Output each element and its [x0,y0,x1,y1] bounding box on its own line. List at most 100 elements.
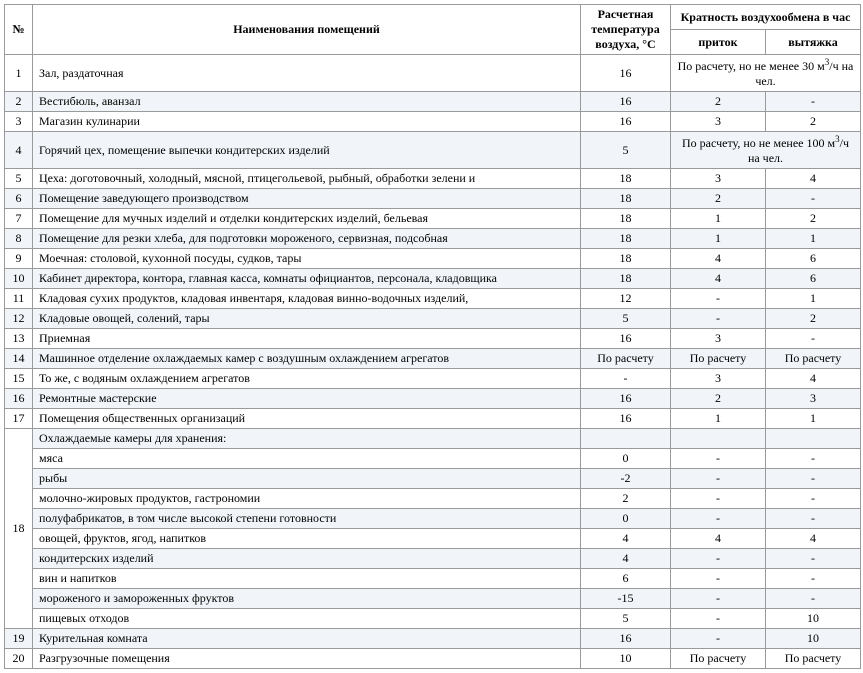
inflow: По расчету [671,349,766,369]
room-name: Разгрузочные помещения [33,649,581,669]
row-number: 17 [5,409,33,429]
inflow: 1 [671,209,766,229]
outflow: 1 [766,229,861,249]
table-row: 6Помещение заведующего производством182- [5,189,861,209]
inflow: - [671,629,766,649]
temperature: 18 [581,169,671,189]
row-number: 11 [5,289,33,309]
table-row: 15То же, с водяным охлаждением агрегатов… [5,369,861,389]
inflow: 1 [671,409,766,429]
room-name: рыбы [33,469,581,489]
room-name: полуфабрикатов, в том числе высокой степ… [33,509,581,529]
room-name: Курительная комната [33,629,581,649]
row-number: 10 [5,269,33,289]
room-name: Машинное отделение охлаждаемых камер с в… [33,349,581,369]
inflow: 2 [671,92,766,112]
temperature: 10 [581,649,671,669]
table-row: вин и напитков6-- [5,569,861,589]
outflow: 6 [766,269,861,289]
header-name: Наименования помещений [33,5,581,55]
room-name: Цеха: доготовочный, холодный, мясной, пт… [33,169,581,189]
inflow: 4 [671,269,766,289]
temperature: 4 [581,549,671,569]
row-number: 8 [5,229,33,249]
inflow [671,429,766,449]
outflow: - [766,92,861,112]
outflow: 1 [766,409,861,429]
outflow: - [766,189,861,209]
temperature: 12 [581,289,671,309]
inflow: 4 [671,529,766,549]
row-number: 1 [5,55,33,92]
table-row: 20Разгрузочные помещения10По расчетуПо р… [5,649,861,669]
temperature: 18 [581,229,671,249]
inflow: 3 [671,112,766,132]
row-number: 19 [5,629,33,649]
room-name: Ремонтные мастерские [33,389,581,409]
temperature: 5 [581,609,671,629]
table-row: 4Горячий цех, помещение выпечки кондитер… [5,132,861,169]
inflow: - [671,449,766,469]
table-row: молочно-жировых продуктов, гастрономии2-… [5,489,861,509]
room-name: Кладовые овощей, солений, тары [33,309,581,329]
inflow: 3 [671,169,766,189]
outflow: 4 [766,169,861,189]
row-number: 7 [5,209,33,229]
temperature: -2 [581,469,671,489]
room-name: Кабинет директора, контора, главная касс… [33,269,581,289]
inflow: - [671,569,766,589]
inflow: - [671,309,766,329]
room-name: Приемная [33,329,581,349]
room-name: мяса [33,449,581,469]
temperature: По расчету [581,349,671,369]
temperature: 16 [581,629,671,649]
temperature: 16 [581,112,671,132]
table-header: № Наименования помещений Расчетная темпе… [5,5,861,55]
temperature: -15 [581,589,671,609]
inflow: 2 [671,189,766,209]
temperature: 18 [581,189,671,209]
table-row: 12Кладовые овощей, солений, тары5-2 [5,309,861,329]
room-name: овощей, фруктов, ягод, напитков [33,529,581,549]
outflow: 2 [766,309,861,329]
room-name: Вестибюль, аванзал [33,92,581,112]
temperature: 16 [581,329,671,349]
table-row: рыбы-2-- [5,469,861,489]
temperature: 16 [581,55,671,92]
table-row: полуфабрикатов, в том числе высокой степ… [5,509,861,529]
header-inflow: приток [671,30,766,55]
outflow: - [766,509,861,529]
room-name: Магазин кулинарии [33,112,581,132]
outflow: 10 [766,629,861,649]
table-row: 5Цеха: доготовочный, холодный, мясной, п… [5,169,861,189]
room-name: кондитерских изделий [33,549,581,569]
table-row: 10Кабинет директора, контора, главная ка… [5,269,861,289]
table-row: 13Приемная163- [5,329,861,349]
room-name: Охлаждаемые камеры для хранения: [33,429,581,449]
row-number: 2 [5,92,33,112]
table-row: 7Помещение для мучных изделий и отделки … [5,209,861,229]
ventilation-table: № Наименования помещений Расчетная темпе… [4,4,861,669]
outflow: 2 [766,112,861,132]
temperature: 16 [581,92,671,112]
inflow: - [671,589,766,609]
inflow: 4 [671,249,766,269]
row-number: 14 [5,349,33,369]
outflow: - [766,449,861,469]
outflow: По расчету [766,349,861,369]
header-outflow: вытяжка [766,30,861,55]
inflow: - [671,549,766,569]
table-row: 9Моечная: столовой, кухонной посуды, суд… [5,249,861,269]
temperature: 2 [581,489,671,509]
table-body: 1Зал, раздаточная16По расчету, но не мен… [5,55,861,669]
outflow: - [766,569,861,589]
temperature: 18 [581,249,671,269]
inflow: - [671,489,766,509]
table-row: кондитерских изделий4-- [5,549,861,569]
room-name: Помещение для мучных изделий и отделки к… [33,209,581,229]
table-row: 3Магазин кулинарии1632 [5,112,861,132]
room-name: мороженого и замороженных фруктов [33,589,581,609]
table-row: 11Кладовая сухих продуктов, кладовая инв… [5,289,861,309]
table-row: 14Машинное отделение охлаждаемых камер с… [5,349,861,369]
room-name: Помещения общественных организаций [33,409,581,429]
